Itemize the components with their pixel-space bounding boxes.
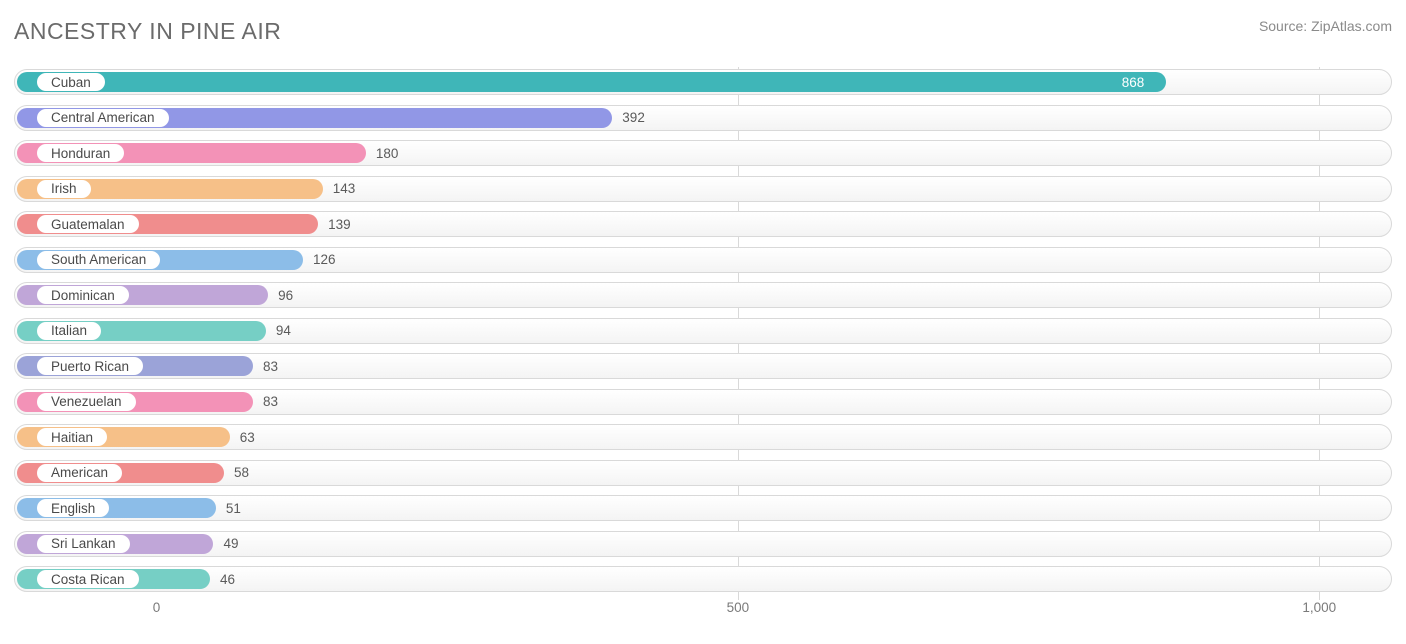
bar-row: Venezuelan 83 <box>14 387 1392 417</box>
category-pill: American <box>36 463 123 483</box>
chart-title: ANCESTRY IN PINE AIR <box>14 18 281 45</box>
bar-value: 868 <box>1122 72 1145 92</box>
bar-value: 180 <box>376 143 399 163</box>
category-pill: Central American <box>36 108 170 128</box>
bar-value: 126 <box>313 250 336 270</box>
category-pill: Puerto Rican <box>36 356 144 376</box>
bar-row: Haitian 63 <box>14 422 1392 452</box>
category-pill: English <box>36 498 110 518</box>
bar-row: South American 126 <box>14 245 1392 275</box>
bar-value: 63 <box>240 427 255 447</box>
axis-tick: 500 <box>727 600 750 615</box>
bar-row: English 51 <box>14 493 1392 523</box>
bar-value: 96 <box>278 285 293 305</box>
bar-row: American 58 <box>14 458 1392 488</box>
bar-value: 49 <box>223 534 238 554</box>
bar-row: Honduran 180 <box>14 138 1392 168</box>
category-pill: Dominican <box>36 285 130 305</box>
bar-row: Costa Rican 46 <box>14 564 1392 594</box>
bar-value: 139 <box>328 214 351 234</box>
category-pill: Italian <box>36 321 102 341</box>
category-pill: Guatemalan <box>36 214 140 234</box>
bar-value: 83 <box>263 356 278 376</box>
bar-row: Central American 392 <box>14 103 1392 133</box>
category-pill: Honduran <box>36 143 125 163</box>
chart-source: Source: ZipAtlas.com <box>1259 18 1392 34</box>
bar-track <box>14 531 1392 557</box>
axis-tick: 0 <box>153 600 161 615</box>
ancestry-chart: ANCESTRY IN PINE AIR Source: ZipAtlas.co… <box>0 0 1406 638</box>
category-pill: South American <box>36 250 161 270</box>
category-pill: Venezuelan <box>36 392 137 412</box>
category-pill: Irish <box>36 179 92 199</box>
bar-row: Puerto Rican 83 <box>14 351 1392 381</box>
bar-value: 143 <box>333 179 356 199</box>
bar-value: 392 <box>622 108 645 128</box>
axis-tick: 1,000 <box>1302 600 1336 615</box>
bar-row: Cuban 868 <box>14 67 1392 97</box>
category-pill: Sri Lankan <box>36 534 131 554</box>
bar-value: 83 <box>263 392 278 412</box>
x-axis: 0 500 1,000 <box>14 600 1392 628</box>
chart-header: ANCESTRY IN PINE AIR Source: ZipAtlas.co… <box>14 18 1392 45</box>
bar-row: Guatemalan 139 <box>14 209 1392 239</box>
bars-container: Cuban 868 Central American 392 Honduran 180 Ir… <box>14 67 1392 594</box>
bar-track <box>14 495 1392 521</box>
bar-fill <box>17 72 1166 92</box>
bar-value: 58 <box>234 463 249 483</box>
plot-area: Cuban 868 Central American 392 Honduran 180 Ir… <box>14 67 1392 628</box>
bar-value: 46 <box>220 569 235 589</box>
category-pill: Haitian <box>36 427 108 447</box>
bar-row: Sri Lankan 49 <box>14 529 1392 559</box>
bar-row: Dominican 96 <box>14 280 1392 310</box>
bar-row: Italian 94 <box>14 316 1392 346</box>
bar-row: Irish 143 <box>14 174 1392 204</box>
category-pill: Cuban <box>36 72 106 92</box>
bar-value: 51 <box>226 498 241 518</box>
category-pill: Costa Rican <box>36 569 140 589</box>
bar-value: 94 <box>276 321 291 341</box>
